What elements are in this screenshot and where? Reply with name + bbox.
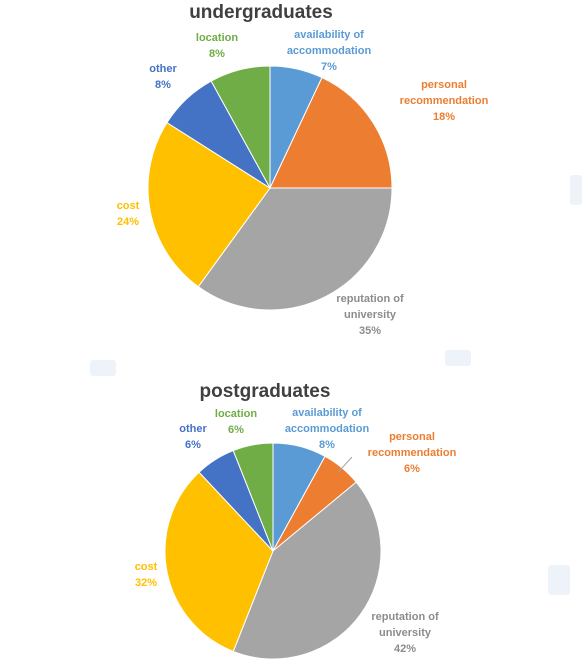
data-label-category: accommodation	[285, 423, 370, 435]
data-label-value: 8%	[209, 48, 225, 60]
pie-slice-reputation-of-university	[197, 187, 393, 311]
chart-title-postgraduates: postgraduates	[200, 381, 331, 402]
data-label-category: availability of	[294, 29, 364, 41]
pie-undergraduates	[147, 65, 393, 311]
data-label-reputation-of-university: reputation of university 35%	[336, 293, 404, 337]
data-label-category: availability of	[292, 407, 362, 419]
data-label-other: other 6%	[179, 423, 207, 451]
data-label-category: recommendation	[400, 95, 489, 107]
data-label-reputation-of-university: reputation of university 42%	[371, 611, 439, 655]
pie-slice-cost	[147, 121, 271, 288]
data-label-cost: cost 24%	[117, 200, 140, 228]
data-label-category: location	[215, 408, 257, 420]
data-label-cost: cost 32%	[135, 561, 158, 589]
data-label-category: cost	[117, 200, 140, 212]
data-label-category: university	[344, 309, 397, 321]
data-label-category: location	[196, 32, 238, 44]
data-label-category: personal	[421, 79, 467, 91]
data-label-category: other	[179, 423, 207, 435]
pie-postgraduates	[164, 442, 382, 659]
data-label-value: 6%	[404, 463, 420, 475]
data-label-category: reputation of	[371, 611, 439, 623]
pie-slice-location	[232, 442, 274, 552]
leader-line-personal-recommendation	[337, 456, 353, 473]
data-label-category: personal	[389, 431, 435, 443]
pie-slice-cost	[164, 471, 274, 653]
data-label-other: other 8%	[149, 63, 177, 91]
data-label-value: 32%	[135, 577, 157, 589]
pie-labels-undergraduates: availability of accommodation 7% personal re…	[117, 29, 489, 337]
pie-labels-postgraduates: availability of accommodation 8% personal re…	[135, 407, 457, 655]
data-label-availability-of-accommodation: availability of accommodation 8%	[285, 407, 370, 451]
data-label-category: university	[379, 627, 432, 639]
data-label-category: accommodation	[287, 45, 372, 57]
data-label-value: 6%	[185, 439, 201, 451]
data-label-value: 18%	[433, 111, 455, 123]
data-label-location: location 6%	[215, 408, 257, 436]
data-label-value: 8%	[155, 79, 171, 91]
data-label-value: 24%	[117, 216, 139, 228]
data-label-personal-recommendation: personal recommendation 6%	[368, 431, 457, 475]
chart-title-undergraduates: undergraduates	[189, 2, 333, 23]
data-label-value: 6%	[228, 424, 244, 436]
watermark-logo	[90, 175, 582, 595]
data-label-category: recommendation	[368, 447, 457, 459]
data-label-value: 7%	[321, 61, 337, 73]
data-label-personal-recommendation: personal recommendation 18%	[400, 79, 489, 123]
data-label-value: 35%	[359, 325, 381, 337]
pie-slice-personal-recommendation	[269, 76, 393, 189]
data-label-value: 8%	[319, 439, 335, 451]
data-label-category: cost	[135, 561, 158, 573]
data-label-location: location 8%	[196, 32, 238, 60]
data-label-category: reputation of	[336, 293, 404, 305]
data-label-value: 42%	[394, 643, 416, 655]
data-label-category: other	[149, 63, 177, 75]
data-label-availability-of-accommodation: availability of accommodation 7%	[287, 29, 372, 73]
pie-slice-location	[210, 65, 271, 189]
